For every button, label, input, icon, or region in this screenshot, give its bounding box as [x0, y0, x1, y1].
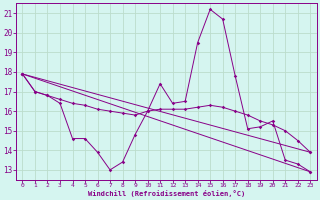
X-axis label: Windchill (Refroidissement éolien,°C): Windchill (Refroidissement éolien,°C) — [88, 190, 245, 197]
